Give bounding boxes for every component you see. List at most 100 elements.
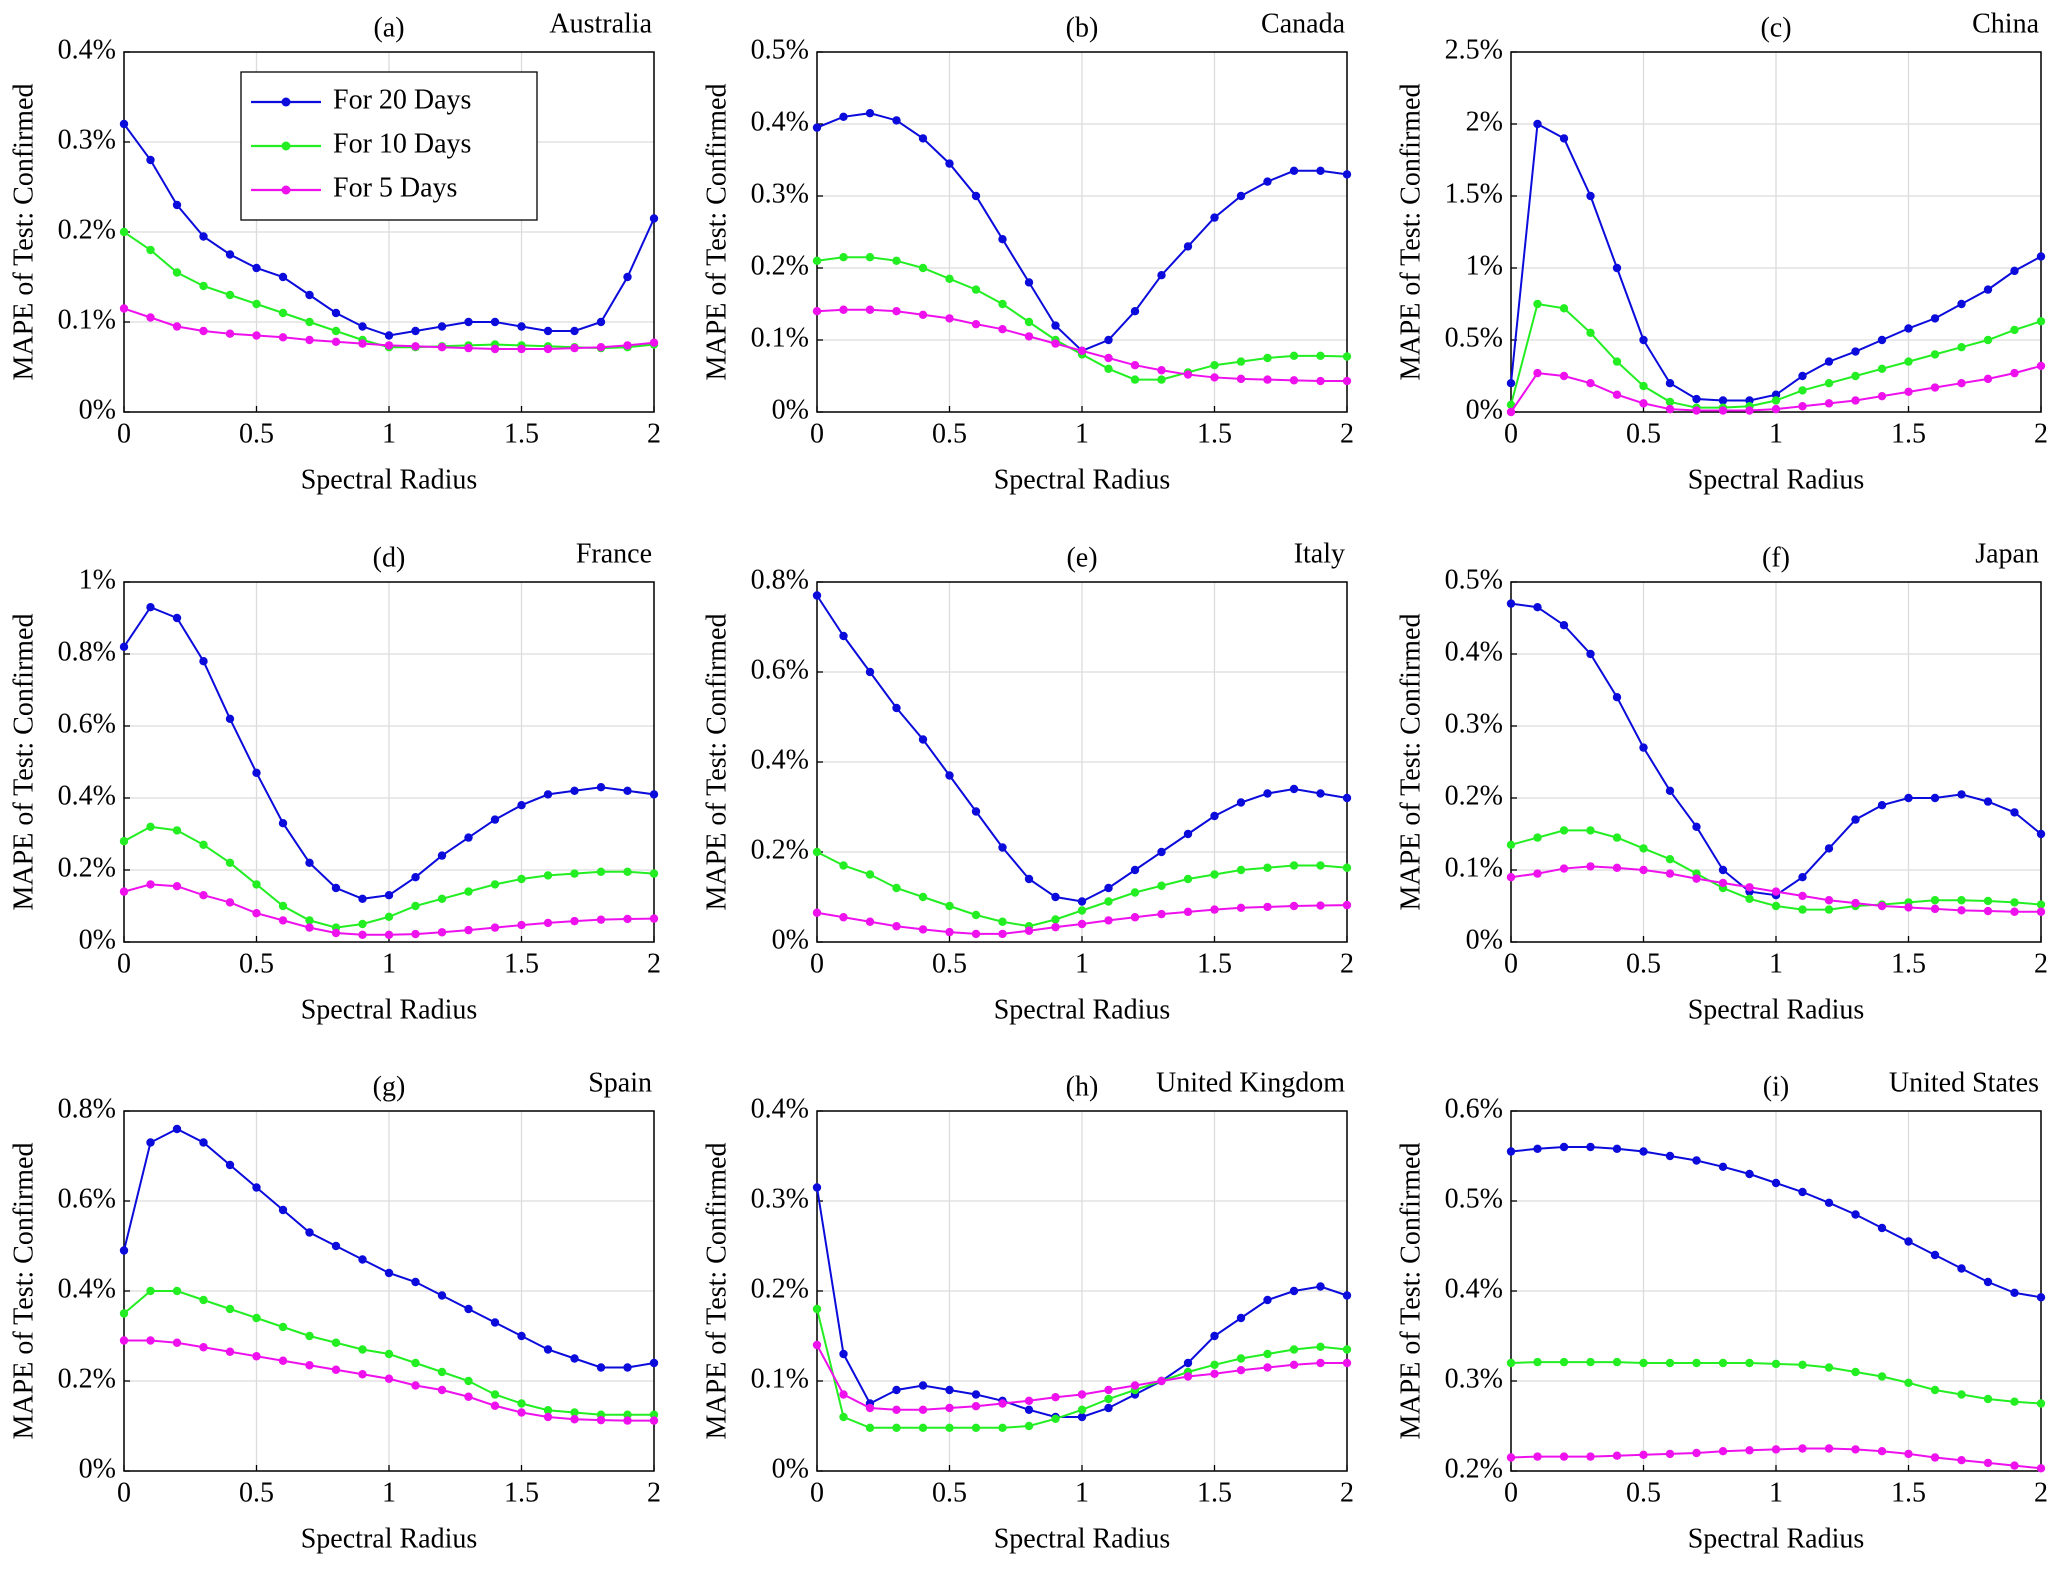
data-point <box>1639 865 1648 875</box>
data-point <box>146 313 155 322</box>
panel: 0 0.5 1 1.5 2 0% 0.2% 0.4% 0.6% 0.8% 1% (d) France Sp… <box>8 538 661 1025</box>
data-point <box>172 322 182 331</box>
y-tick-label: 0.2% <box>58 852 116 883</box>
data-point <box>543 344 553 354</box>
data-point <box>1077 1412 1087 1422</box>
data-point <box>1236 865 1246 875</box>
data-point <box>1983 285 1993 294</box>
data-point <box>1798 402 1807 411</box>
data-point <box>1024 1405 1034 1415</box>
x-axis-label: Spectral Radius <box>994 464 1171 495</box>
y-tick-label: 0.5% <box>751 34 809 65</box>
data-point <box>119 1309 129 1318</box>
data-point <box>1957 1390 1966 1399</box>
x-tick-label: 1 <box>382 1477 396 1508</box>
data-point <box>199 1295 208 1305</box>
data-point <box>490 880 500 889</box>
data-point <box>1130 375 1140 384</box>
data-point <box>199 1343 208 1352</box>
y-tick-label: 0.4% <box>751 106 809 137</box>
data-point <box>865 870 875 879</box>
y-tick-label: 2.5% <box>1445 34 1503 65</box>
panel-label: (c) <box>1760 12 1791 43</box>
data-point <box>1983 1277 1993 1287</box>
data-point <box>1798 386 1807 395</box>
x-tick-label: 2 <box>1340 1477 1354 1508</box>
x-tick-label: 0.5 <box>1626 1477 1661 1508</box>
data-point <box>1104 1385 1113 1395</box>
data-point <box>1586 1142 1595 1152</box>
data-point <box>1877 364 1887 373</box>
panel: 0 0.5 1 1.5 2 0% 0.2% 0.4% 0.6% 0.8% (e) Italy Spect… <box>701 538 1354 1025</box>
data-point <box>839 913 848 922</box>
data-point <box>437 1367 447 1377</box>
data-point <box>1851 347 1860 356</box>
data-point <box>1289 166 1299 175</box>
data-point <box>1506 599 1516 608</box>
data-point <box>278 1356 288 1365</box>
legend-label: For 5 Days <box>333 172 457 203</box>
data-point <box>1586 649 1595 659</box>
data-point <box>1957 299 1966 309</box>
data-point <box>1559 1452 1569 1461</box>
data-point <box>1718 396 1728 405</box>
data-point <box>596 867 606 876</box>
plot-frame <box>816 1110 1348 1472</box>
data-point <box>865 109 875 118</box>
data-point <box>2036 1464 2046 1473</box>
data-point <box>812 908 822 917</box>
data-point <box>1533 869 1542 878</box>
data-point <box>1316 351 1325 361</box>
data-point <box>146 822 155 831</box>
legend-label: For 10 Days <box>333 128 471 159</box>
data-point <box>1263 1363 1272 1372</box>
data-point <box>1533 1452 1542 1461</box>
data-point <box>2010 907 2019 916</box>
data-point <box>839 112 848 122</box>
data-point <box>1824 1198 1834 1208</box>
data-point <box>971 910 981 920</box>
data-point <box>1639 381 1648 391</box>
y-axis-label: MAPE of Test: Confirmed <box>701 1143 732 1440</box>
data-point <box>517 344 526 354</box>
data-point <box>172 826 182 835</box>
data-point <box>1289 901 1299 911</box>
data-point <box>1263 789 1272 798</box>
y-tick-label: 0.2% <box>1445 1453 1503 1484</box>
x-axis-label: Spectral Radius <box>1688 1523 1865 1554</box>
chart-title: Canada <box>1261 8 1346 39</box>
data-point <box>1877 901 1887 911</box>
data-point <box>1263 1349 1272 1359</box>
data-point <box>1051 339 1060 348</box>
data-point <box>1692 406 1701 415</box>
data-point <box>945 1423 954 1433</box>
data-point <box>1051 922 1060 932</box>
data-point <box>623 914 632 924</box>
data-point <box>945 314 954 323</box>
data-point <box>1051 321 1060 330</box>
data-point <box>384 930 394 939</box>
data-point <box>839 631 848 641</box>
y-tick-label: 1% <box>1466 250 1503 281</box>
panel: 0 0.5 1 1.5 2 0% 0.2% 0.4% 0.6% 0.8% (g) Spain Spect… <box>8 1067 661 1554</box>
data-point <box>1533 1144 1542 1154</box>
data-point <box>1316 166 1325 175</box>
data-point <box>998 1423 1007 1433</box>
data-point <box>649 790 659 799</box>
data-point <box>1342 352 1352 361</box>
x-tick-label: 0.5 <box>239 418 274 449</box>
y-tick-label: 0% <box>772 1453 809 1484</box>
data-point <box>1183 1358 1193 1368</box>
data-point <box>812 1183 822 1192</box>
data-point <box>892 1423 901 1433</box>
data-point <box>1983 797 1993 806</box>
data-point <box>1130 1381 1140 1390</box>
data-point <box>199 232 208 241</box>
data-point <box>1877 335 1887 345</box>
data-point <box>623 867 632 876</box>
data-point <box>1586 826 1595 835</box>
data-point <box>1051 1414 1060 1424</box>
data-point <box>1559 304 1569 313</box>
y-tick-label: 0.6% <box>58 708 116 739</box>
data-point <box>1210 1360 1219 1370</box>
